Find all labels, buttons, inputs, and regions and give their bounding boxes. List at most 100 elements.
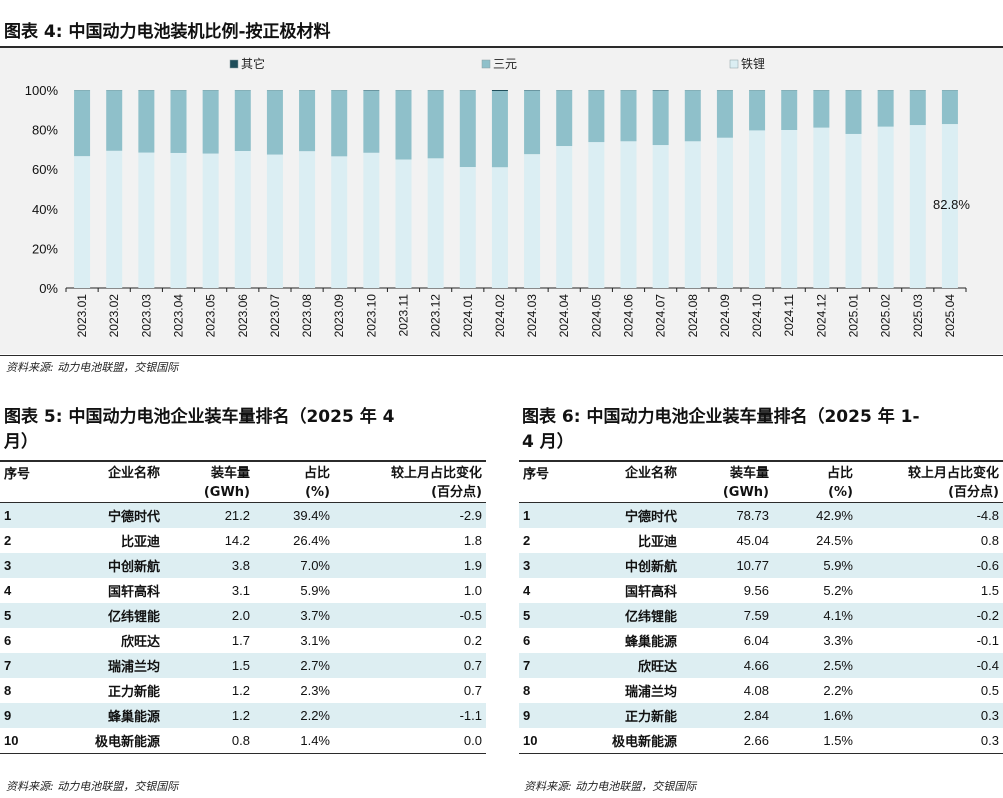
rank-cell: 3: [0, 553, 60, 578]
bar-segment: [716, 90, 733, 138]
table-row: 5 亿纬锂能 7.59 4.1% -0.2: [519, 603, 1003, 628]
bar-segment: [620, 141, 637, 288]
share-cell: 3.1%: [300, 633, 330, 648]
change-cell: 1.5: [980, 583, 999, 598]
fig6-table: 序号 企业名称 装车量 (GWh) 占比 (%) 较上月占比变化 (百分点) 1 宁德时…: [519, 464, 1003, 754]
fig6-title-rule: [519, 460, 1003, 462]
change-cell: 0.5: [980, 683, 999, 698]
bar-segment: [106, 150, 123, 288]
legend-item: 三元: [481, 57, 517, 71]
bar-segment: [524, 90, 541, 155]
company-name-cell: 极电新能源: [60, 728, 164, 754]
bar-segment: [588, 90, 605, 143]
volume-cell: 10.77: [681, 553, 773, 578]
fig5-title-rule: [0, 460, 486, 462]
bar-segment: [427, 158, 444, 288]
rank-cell: 1: [519, 502, 581, 528]
x-tick-label: 2023.07: [268, 294, 282, 338]
change-cell: 0.7: [334, 653, 486, 678]
header-change-unit: (百分点): [431, 485, 482, 500]
header-volume-unit: (GWh): [722, 485, 769, 500]
bar-segment: [491, 167, 508, 288]
bar-segment: [363, 152, 380, 288]
bar-segment: [74, 156, 91, 288]
fig4-source: 资料来源: 动力电池联盟，交银国际: [6, 361, 179, 374]
x-tick-label: 2024.01: [461, 294, 475, 338]
table-row: 9 正力新能 2.84 1.6% 0.3: [519, 703, 1003, 728]
change-cell: 0.0: [334, 728, 486, 754]
change-cell: -1.1: [334, 703, 486, 728]
table-row: 3 中创新航 10.77 5.9% -0.6: [519, 553, 1003, 578]
bar-segment: [202, 153, 219, 288]
volume-cell: 2.66: [681, 728, 773, 754]
bar-segment: [909, 90, 926, 126]
volume-cell: 0.8: [164, 728, 254, 754]
share-cell: 1.4%: [254, 728, 334, 754]
share-cell: 2.2%: [254, 703, 334, 728]
x-tick-label: 2023.12: [429, 294, 443, 338]
bar-segment: [781, 129, 798, 288]
volume-cell: 6.04: [743, 633, 769, 648]
x-tick-label: 2024.09: [718, 294, 732, 338]
change-cell: -0.1: [976, 633, 999, 648]
x-tick-label: 2023.11: [397, 294, 411, 337]
volume-cell: 4.66: [681, 653, 773, 678]
company-name-cell: 瑞浦兰均: [60, 653, 164, 678]
volume-cell: 3.1: [231, 583, 250, 598]
y-tick-label: 0%: [39, 281, 58, 296]
change-cell: 1.8: [463, 533, 482, 548]
share-cell: 3.7%: [254, 603, 334, 628]
company-name-cell: 国轩高科: [624, 585, 677, 600]
bar-segment: [234, 150, 251, 288]
table-row: 10 极电新能源 0.8 1.4% 0.0: [0, 728, 486, 754]
x-tick-label: 2024.06: [622, 294, 636, 338]
table-row: 3 中创新航 3.8 7.0% 1.9: [0, 553, 486, 578]
bar-segment: [588, 142, 605, 288]
bar-segment: [202, 90, 219, 154]
header-share: 占比 (%): [773, 464, 857, 503]
table-row: 4 国轩高科 3.1 5.9% 1.0: [0, 578, 486, 603]
rank-cell: 10: [519, 728, 581, 754]
fig6-title-line1: 图表 6: 中国动力电池企业装车量排名（2025 年 1-: [522, 407, 920, 427]
volume-cell: 2.84: [681, 703, 773, 728]
change-cell: -0.2: [857, 603, 1003, 628]
share-cell: 2.5%: [773, 653, 857, 678]
rank-cell: 5: [0, 603, 60, 628]
legend-label: 其它: [241, 56, 265, 71]
table-row: 6 欣旺达 1.7 3.1% 0.2: [0, 628, 486, 653]
y-tick-label: 40%: [32, 202, 58, 217]
change-cell: -0.4: [857, 653, 1003, 678]
change-cell: 0.3: [857, 703, 1003, 728]
fig6-source: 资料来源: 动力电池联盟，交银国际: [524, 780, 697, 793]
bar-segment: [620, 90, 637, 142]
rank-cell: 7: [0, 653, 60, 678]
bar-segment: [652, 145, 669, 288]
x-tick-label: 2023.05: [204, 294, 218, 338]
company-name-cell: 亿纬锂能: [581, 603, 681, 628]
company-name-cell: 宁德时代: [60, 502, 164, 528]
bar-segment: [652, 90, 669, 146]
share-cell: 1.5%: [773, 728, 857, 754]
x-tick-label: 2023.09: [332, 294, 346, 338]
company-name-cell: 欣旺达: [120, 635, 160, 650]
bar-segment: [813, 90, 830, 128]
share-cell: 2.2%: [823, 683, 853, 698]
x-tick-label: 2025.01: [847, 294, 861, 338]
legend-item: 铁锂: [729, 56, 765, 71]
table-row: 9 蜂巢能源 1.2 2.2% -1.1: [0, 703, 486, 728]
legend-swatch: [229, 59, 239, 69]
rank-cell: 6: [4, 633, 12, 648]
bar-segment: [74, 90, 91, 157]
x-tick-label: 2024.12: [814, 294, 828, 338]
rank-cell: 6: [523, 633, 531, 648]
x-tick-label: 2024.05: [589, 294, 603, 338]
x-tick-label: 2023.03: [139, 294, 153, 338]
header-change: 较上月占比变化 (百分点): [334, 464, 486, 503]
bar-segment: [395, 159, 412, 288]
company-name-cell: 欣旺达: [581, 653, 681, 678]
volume-cell: 78.73: [681, 502, 773, 528]
rank-cell: 2: [4, 533, 12, 548]
table-row: 1 宁德时代 78.73 42.9% -4.8: [519, 502, 1003, 528]
bar-segment: [877, 90, 894, 127]
fig5-title-line2: 月）: [4, 432, 38, 452]
